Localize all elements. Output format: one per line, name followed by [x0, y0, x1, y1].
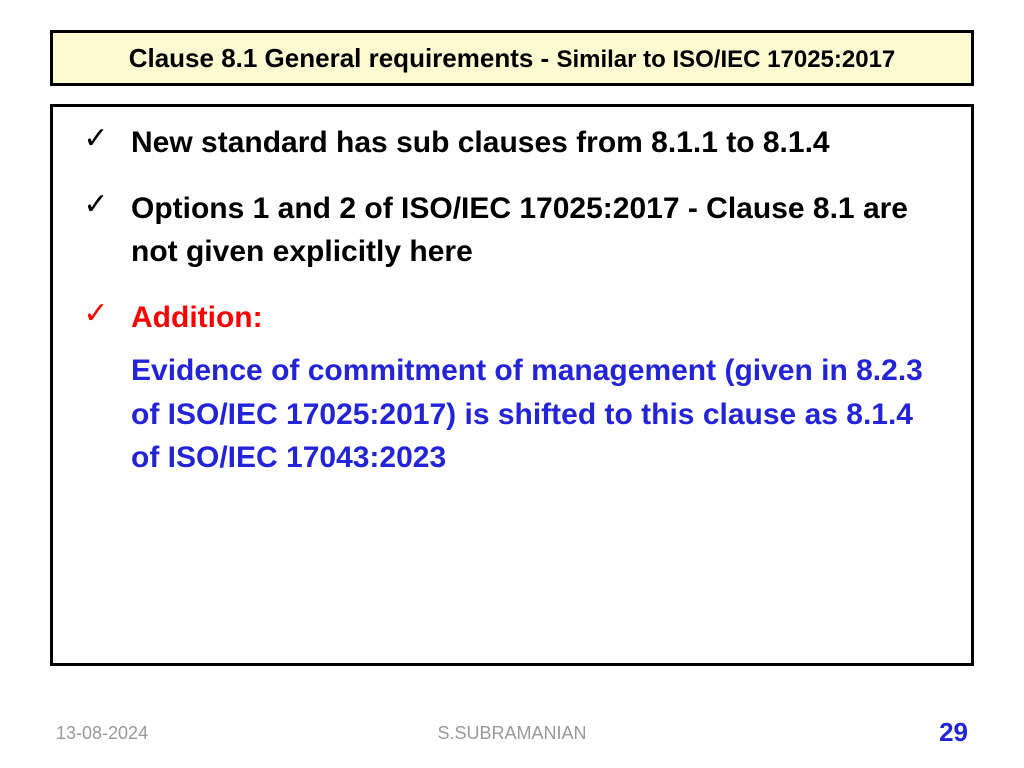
sub-paragraph: Evidence of commitment of management (gi…: [131, 349, 943, 480]
slide: Clause 8.1 General requirements - Simila…: [0, 0, 1024, 768]
bullet-item: ✓ New standard has sub clauses from 8.1.…: [81, 121, 943, 165]
title-main: Clause 8.1 General requirements -: [129, 43, 557, 73]
content-box: ✓ New standard has sub clauses from 8.1.…: [50, 104, 974, 666]
bullet-text: Options 1 and 2 of ISO/IEC 17025:2017 - …: [131, 187, 943, 274]
bullet-item: ✓ Options 1 and 2 of ISO/IEC 17025:2017 …: [81, 187, 943, 274]
bullet-text: New standard has sub clauses from 8.1.1 …: [131, 121, 943, 165]
footer: 13-08-2024 S.SUBRAMANIAN 29: [0, 712, 1024, 744]
checkmark-icon: ✓: [81, 121, 111, 157]
checkmark-icon: ✓: [81, 187, 111, 223]
bullet-text: Addition:: [131, 296, 943, 340]
footer-date: 13-08-2024: [56, 723, 148, 744]
title-sub: Similar to ISO/IEC 17025:2017: [556, 46, 895, 73]
page-number: 29: [939, 717, 968, 748]
slide-title: Clause 8.1 General requirements - Simila…: [129, 43, 896, 74]
footer-author: S.SUBRAMANIAN: [437, 723, 586, 744]
checkmark-icon: ✓: [81, 296, 111, 332]
bullet-item: ✓ Addition:: [81, 296, 943, 340]
title-box: Clause 8.1 General requirements - Simila…: [50, 30, 974, 86]
